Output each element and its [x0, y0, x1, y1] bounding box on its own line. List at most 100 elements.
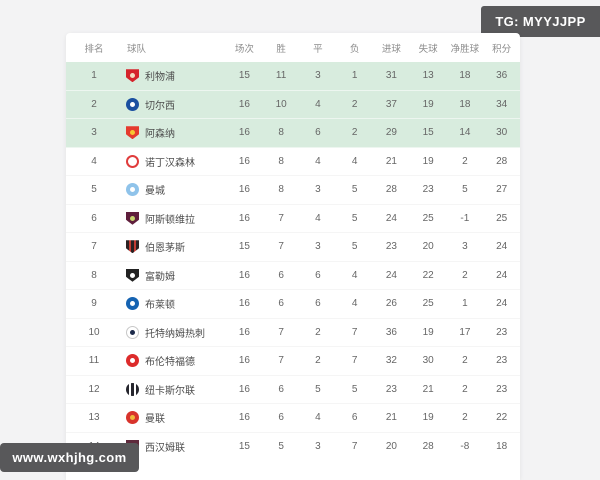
fulham-crest-icon	[126, 268, 139, 282]
team-cell: 富勒姆	[122, 268, 226, 283]
played-cell: 15	[238, 241, 250, 253]
team-name: 西汉姆联	[145, 442, 185, 454]
team-cell: 诺丁汉森林	[122, 154, 226, 169]
draw-cell: 2	[315, 355, 321, 367]
rank-cell: 7	[91, 241, 97, 253]
gf-cell: 20	[385, 440, 397, 452]
league-table-card: 排名 球队 场次胜平负进球 失球 净胜球 积分 1 利物浦 15 11 3 1 31 13 18 36 2 切尔…	[66, 33, 520, 480]
column-header-ga: 失球	[418, 43, 438, 55]
win-cell: 8	[278, 184, 284, 196]
column-header-win: 胜	[276, 43, 286, 55]
team-cell: 阿森纳	[122, 125, 226, 140]
pts-cell: 23	[496, 355, 508, 367]
man-united-crest-icon	[126, 411, 139, 425]
played-cell: 16	[238, 298, 250, 310]
win-cell: 6	[278, 412, 284, 424]
loss-cell: 5	[351, 184, 358, 196]
column-header-pts: 积分	[492, 43, 512, 55]
team-name: 切尔西	[145, 100, 175, 112]
rank-cell: 4	[91, 155, 97, 167]
rank-cell: 9	[91, 298, 97, 310]
table-body: 1 利物浦 15 11 3 1 31 13 18 36 2 切尔西 16 10 4 2 37 19 18 34 3 阿森纳…	[66, 62, 520, 460]
win-cell: 11	[275, 70, 287, 82]
ga-cell: 13	[422, 70, 434, 82]
played-cell: 16	[238, 127, 250, 139]
gf-cell: 31	[385, 70, 397, 82]
played-cell: 16	[238, 269, 250, 281]
gd-cell: -1	[460, 212, 470, 224]
win-cell: 8	[278, 155, 284, 167]
table-row-rank-4: 4 诺丁汉森林 16 8 4 4 21 19 2 28	[66, 148, 520, 176]
gd-cell: 14	[459, 127, 471, 139]
team-name: 托特纳姆热刺	[145, 328, 205, 340]
team-cell: 托特纳姆热刺	[122, 325, 226, 340]
loss-cell: 1	[351, 70, 358, 82]
win-cell: 7	[278, 355, 284, 367]
win-cell: 7	[278, 241, 284, 253]
played-cell: 16	[238, 155, 250, 167]
draw-cell: 5	[315, 383, 321, 395]
ga-cell: 19	[422, 326, 434, 338]
loss-cell: 4	[351, 269, 358, 281]
loss-cell: 4	[351, 155, 358, 167]
team-cell: 布伦特福德	[122, 353, 226, 368]
pts-cell: 24	[496, 269, 508, 281]
ga-cell: 20	[422, 241, 434, 253]
table-row-rank-2: 2 切尔西 16 10 4 2 37 19 18 34	[66, 90, 520, 119]
table-row-rank-5: 5 曼城 16 8 3 5 28 23 5 27	[66, 176, 520, 205]
played-cell: 15	[238, 70, 250, 82]
team-name: 布伦特福德	[145, 357, 195, 369]
table-row-rank-12: 12 纽卡斯尔联 16 6 5 5 23 21 2 23	[66, 376, 520, 404]
gd-cell: 2	[462, 269, 468, 281]
loss-cell: 4	[351, 298, 358, 310]
column-header-draw: 平	[313, 43, 323, 55]
draw-cell: 4	[315, 212, 321, 224]
pts-cell: 36	[496, 70, 508, 82]
team-name: 利物浦	[145, 72, 175, 84]
win-cell: 7	[278, 212, 284, 224]
pts-cell: 24	[496, 298, 508, 310]
team-cell: 曼城	[122, 182, 226, 197]
table-row-rank-11: 11 布伦特福德 16 7 2 7 32 30 2 23	[66, 347, 520, 376]
pts-cell: 23	[496, 326, 508, 338]
gd-cell: 1	[462, 298, 468, 310]
win-cell: 8	[278, 127, 284, 139]
pts-cell: 28	[496, 155, 508, 167]
column-header-rank: 排名	[84, 43, 104, 55]
gd-cell: 3	[462, 241, 468, 253]
pts-cell: 25	[496, 212, 508, 224]
rank-cell: 5	[91, 184, 97, 196]
column-header-team: 球队	[127, 43, 147, 55]
aston-villa-crest-icon	[126, 211, 139, 225]
draw-cell: 3	[315, 184, 321, 196]
team-name: 纽卡斯尔联	[145, 385, 195, 397]
team-name: 曼联	[145, 414, 165, 426]
gd-cell: 2	[462, 412, 468, 424]
gf-cell: 36	[385, 326, 397, 338]
team-cell: 伯恩茅斯	[122, 239, 226, 254]
table-row-rank-3: 3 阿森纳 16 8 6 2 29 15 14 30	[66, 119, 520, 148]
gf-cell: 23	[385, 383, 397, 395]
gf-cell: 24	[385, 212, 397, 224]
pts-cell: 22	[496, 412, 508, 424]
loss-cell: 2	[351, 98, 358, 110]
table-header-row: 排名 球队 场次 胜 平 负 进球 失球 净胜球 积分	[66, 33, 520, 62]
team-cell: 布莱顿	[122, 296, 226, 311]
pts-cell: 18	[496, 440, 508, 452]
tottenham-crest-icon	[126, 325, 139, 339]
played-cell: 16	[238, 355, 250, 367]
draw-cell: 2	[315, 326, 321, 338]
draw-cell: 3	[315, 70, 321, 82]
played-cell: 16	[238, 412, 250, 424]
table-row-rank-13: 13 曼联 16 6 4 6 21 19 2 22	[66, 404, 520, 433]
team-name: 阿森纳	[145, 129, 175, 141]
table-row-rank-10: 10 托特纳姆热刺 16 7 2 7 36 19 17 23	[66, 319, 520, 347]
gd-cell: 5	[462, 184, 468, 196]
draw-cell: 3	[315, 241, 321, 253]
rank-cell: 3	[91, 127, 97, 139]
gd-cell: 2	[462, 355, 468, 367]
gf-cell: 21	[385, 155, 397, 167]
ga-cell: 23	[422, 184, 434, 196]
draw-cell: 3	[315, 440, 321, 452]
rank-cell: 12	[88, 383, 100, 395]
